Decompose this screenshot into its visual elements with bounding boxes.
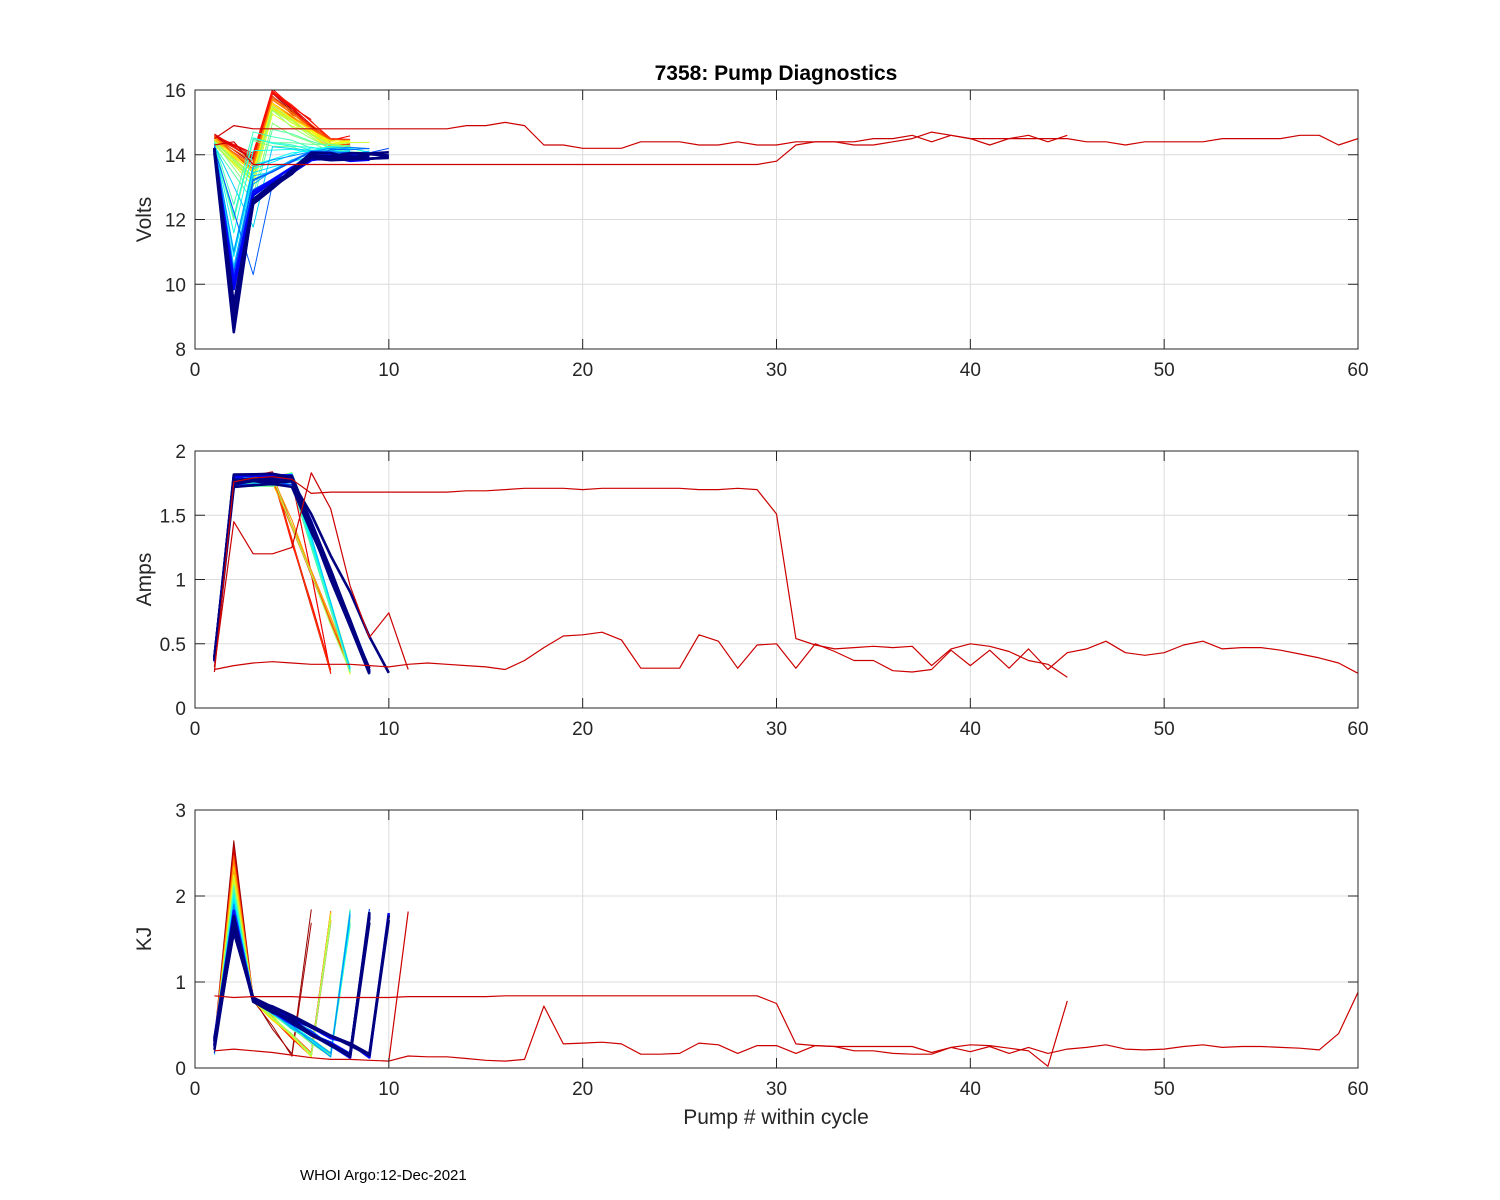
cycle-trace [213, 146, 370, 253]
x-tick-label: 20 [572, 719, 593, 740]
y-tick-label: 10 [165, 275, 186, 296]
series-long-cycle-a [214, 631, 1358, 674]
cycle-trace [213, 145, 370, 275]
x-tick-label: 50 [1154, 360, 1175, 381]
x-tick-label: 50 [1154, 719, 1175, 740]
kj-y-label: KJ [133, 927, 156, 952]
x-tick-label: 10 [378, 1079, 399, 1100]
cycle-trace [214, 113, 351, 187]
x-tick-label: 10 [378, 719, 399, 740]
x-tick-label: 40 [960, 1079, 981, 1100]
footer-stamp: WHOI Argo:12-Dec-2021 [300, 1167, 467, 1184]
y-tick-label: 0 [175, 699, 186, 720]
chart-title: 7358: Pump Diagnostics [655, 62, 898, 85]
amps-traces [213, 471, 1358, 678]
kj-traces [213, 840, 1358, 1067]
x-tick-label: 50 [1154, 1079, 1175, 1100]
cycle-trace [214, 103, 351, 172]
y-tick-label: 16 [165, 81, 186, 102]
x-tick-label: 10 [378, 360, 399, 381]
x-tick-label: 40 [960, 360, 981, 381]
cycle-trace [214, 90, 351, 158]
series-long-cycle-b [214, 995, 1068, 1067]
y-tick-label: 2 [175, 887, 186, 908]
x-tick-label: 0 [190, 360, 201, 381]
x-tick-label: 20 [572, 1079, 593, 1100]
y-tick-label: 12 [165, 211, 186, 232]
cycle-trace [213, 920, 391, 1057]
volts-panel: 0 10 20 30 40 50 60 8 10 12 14 16 Volts [133, 81, 1369, 381]
amps-y-label: Amps [133, 553, 156, 607]
kj-panel: 0 10 20 30 40 50 60 0 1 2 3 KJ [133, 801, 1369, 1100]
y-tick-label: 1.5 [160, 506, 186, 527]
x-tick-label: 20 [572, 360, 593, 381]
series-long-cycle-b [213, 476, 1068, 678]
series-long-cycle-b [214, 131, 1068, 166]
cycle-trace [214, 105, 351, 178]
y-tick-label: 0 [175, 1059, 186, 1080]
series-spike-cycle [213, 472, 409, 670]
cycle-trace [214, 109, 370, 182]
y-tick-label: 1 [175, 571, 186, 592]
x-tick-label: 30 [766, 719, 787, 740]
x-tick-label: 60 [1347, 1079, 1368, 1100]
y-tick-label: 3 [175, 801, 186, 822]
y-tick-label: 14 [165, 146, 187, 167]
series-spike-cycle [388, 911, 409, 1062]
y-tick-label: 2 [175, 442, 186, 463]
amps-panel: 0 10 20 30 40 50 60 0 0.5 1 1.5 2 Amps [133, 442, 1369, 740]
series-long-cycle-a [214, 992, 1358, 1062]
y-tick-label: 1 [175, 973, 186, 994]
cycle-trace [214, 102, 351, 172]
cycle-trace [213, 128, 351, 202]
y-tick-label: 0.5 [160, 635, 186, 656]
volts-y-label: Volts [133, 197, 156, 243]
x-tick-label: 0 [190, 719, 201, 740]
x-tick-label: 30 [766, 360, 787, 381]
x-tick-label: 60 [1347, 360, 1368, 381]
x-tick-label: 40 [960, 719, 981, 740]
x-tick-label: 30 [766, 1079, 787, 1100]
cycle-trace [213, 472, 371, 671]
x-tick-label: 0 [190, 1079, 201, 1100]
y-tick-label: 8 [175, 340, 186, 361]
x-axis-label: Pump # within cycle [683, 1106, 869, 1129]
x-tick-label: 60 [1347, 719, 1368, 740]
volts-traces [213, 90, 1358, 334]
